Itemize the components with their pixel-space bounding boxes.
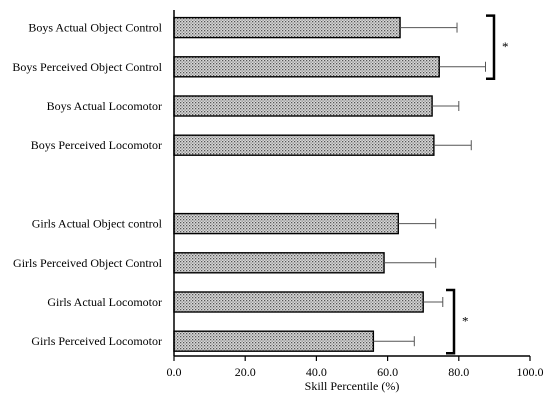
bar [173,56,440,78]
x-axis-ticks: 0.0 20.0 40.0 60.0 80.0 100.0 [167,356,544,379]
category-label: Boys Actual Locomotor [47,99,162,113]
error-bars-layer [373,22,486,347]
category-labels: Boys Actual Object Control Boys Perceived… [12,21,162,349]
bars-layer [173,16,440,352]
bar [173,134,435,156]
category-label: Girls Perceived Object Control [13,256,163,270]
significance-bracket [486,14,496,81]
category-label: Boys Perceived Locomotor [31,138,162,152]
axes-layer [173,10,530,357]
bar [173,252,385,274]
x-tick-label: 20.0 [235,365,256,379]
bar [173,212,399,235]
x-tick-label: 80.0 [448,365,469,379]
significance-label: * [502,39,509,54]
category-label: Boys Actual Object Control [28,21,162,35]
bar [173,330,375,352]
x-tick-label: 100.0 [517,365,544,379]
x-tick-label: 0.0 [167,365,182,379]
significance-label: * [462,314,469,329]
category-label: Girls Actual Object control [32,217,163,231]
category-label: Girls Perceived Locomotor [31,334,162,348]
bar [173,291,424,313]
category-label: Boys Perceived Object Control [12,60,162,74]
bar [173,16,401,39]
x-tick-label: 60.0 [377,365,398,379]
significance-bracket [446,288,456,355]
significance-markers: ** [446,14,509,355]
category-label: Girls Actual Locomotor [47,295,162,309]
bar [173,95,433,117]
x-tick-label: 40.0 [306,365,327,379]
x-axis-title: Skill Percentile (%) [305,379,400,393]
